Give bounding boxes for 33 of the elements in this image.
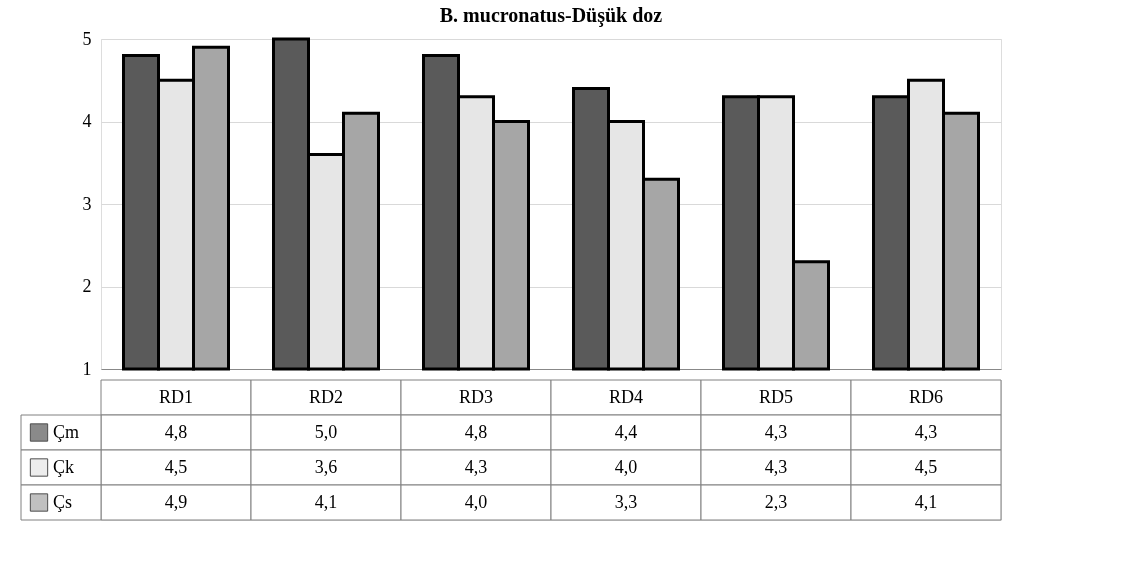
data-label: 4,3 [464,456,488,477]
data-label: 3,3 [614,491,638,512]
y-tick-label: 1 [82,358,92,379]
data-label: 4,5 [914,456,938,477]
data-label: 4,8 [464,421,488,442]
y-tick-label: 3 [82,193,92,214]
x-tick-label: RD3 [458,386,494,407]
x-tick-label: RD2 [308,386,344,407]
data-label: 4,3 [764,421,788,442]
x-tick-label: RD1 [158,386,194,407]
chart-title: B. mucronatus-Düşük doz [439,4,663,27]
data-label: 4,9 [164,491,188,512]
data-label: 4,3 [764,456,788,477]
data-label: 4,0 [614,456,638,477]
data-label: 4,4 [614,421,638,442]
data-label: 4,3 [914,421,938,442]
y-tick-label: 2 [82,276,92,296]
data-label: 5,0 [314,421,338,442]
x-tick-label: RD4 [608,386,644,407]
y-tick-label: 4 [82,111,92,131]
data-label: 4,5 [164,456,188,477]
x-tick-label: RD5 [758,386,794,407]
legend-label: Çs [53,491,73,512]
data-label: 4,8 [164,421,188,442]
data-label: 4,1 [914,491,938,512]
data-label: 4,1 [314,491,338,512]
data-label: 2,3 [764,491,788,512]
data-label: 3,6 [314,456,338,477]
legend-label: Çk [53,456,75,477]
y-tick-label: 5 [82,28,92,49]
data-label: 4,0 [464,491,488,512]
x-tick-label: RD6 [908,386,944,407]
legend-label: Çm [53,421,80,442]
